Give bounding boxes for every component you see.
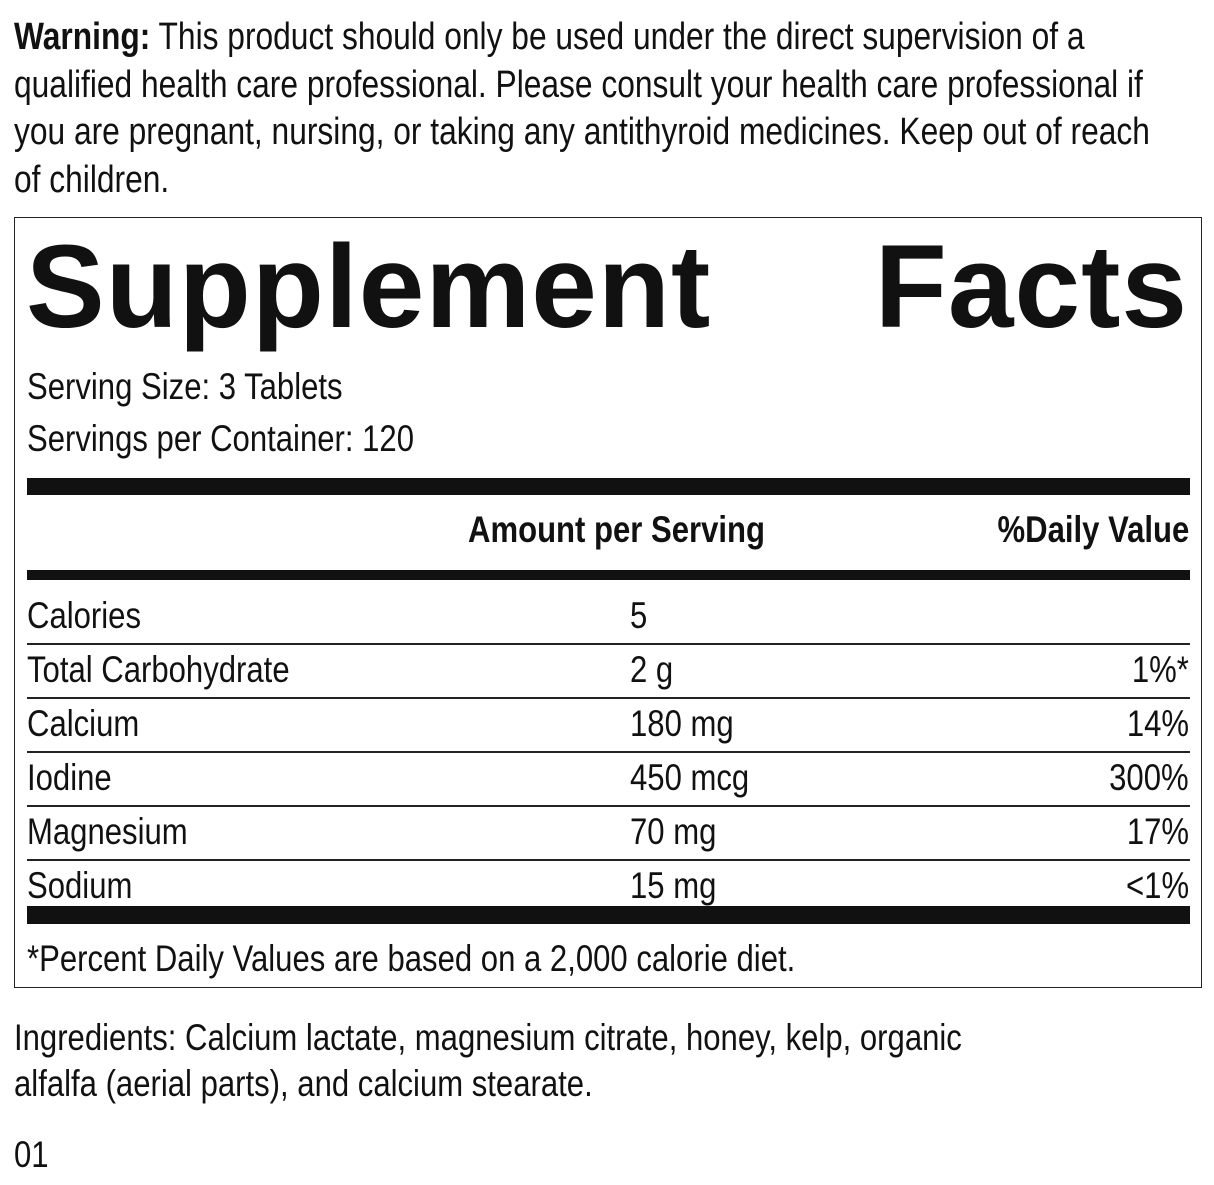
warning-body: This product should only be used under t… [14,16,1150,201]
nutrient-daily-value: 1%* [1131,649,1189,690]
nutrient-name: Magnesium [27,811,188,852]
ingredients-line: Ingredients: Calcium lactate, magnesium … [14,1017,962,1058]
thick-divider [27,478,1190,495]
nutrient-daily-value: 300% [1109,757,1189,798]
nutrient-name: Iodine [27,757,112,798]
nutrient-name: Calcium [27,703,140,744]
thick-divider [27,906,1190,924]
nutrient-daily-value: 17% [1126,811,1189,852]
product-code: 01 [14,1134,49,1175]
row-divider [27,697,1190,699]
nutrient-amount: 180 mg [630,703,734,744]
nutrient-daily-value: <1% [1125,865,1189,906]
medium-divider [27,570,1190,580]
nutrient-name: Calories [27,595,142,636]
nutrient-amount: 2 g [630,649,674,690]
nutrient-name: Total Carbohydrate [27,649,290,690]
supplement-facts-panel [14,217,1202,988]
nutrient-amount: 450 mcg [630,757,750,798]
row-divider [27,643,1190,645]
ingredients-line: alfalfa (aerial parts), and calcium stea… [14,1063,593,1104]
footnote: *Percent Daily Values are based on a 2,0… [27,938,796,979]
header-daily-value: %Daily Value [997,509,1189,550]
row-divider [27,751,1190,753]
warning-text: Warning: This product should only be use… [14,14,1183,204]
header-amount: Amount per Serving [468,509,766,550]
warning-label: Warning: [14,16,151,58]
title-supplement: Supplement [26,221,712,353]
nutrient-daily-value: 14% [1126,703,1189,744]
nutrient-amount: 5 [630,595,648,636]
nutrient-name: Sodium [27,865,133,906]
servings-per-container: Servings per Container: 120 [27,418,415,459]
nutrient-amount: 70 mg [630,811,717,852]
row-divider [27,859,1190,861]
title-facts: Facts [874,221,1188,353]
serving-size: Serving Size: 3 Tablets [27,366,343,407]
row-divider [27,805,1190,807]
nutrient-amount: 15 mg [630,865,717,906]
